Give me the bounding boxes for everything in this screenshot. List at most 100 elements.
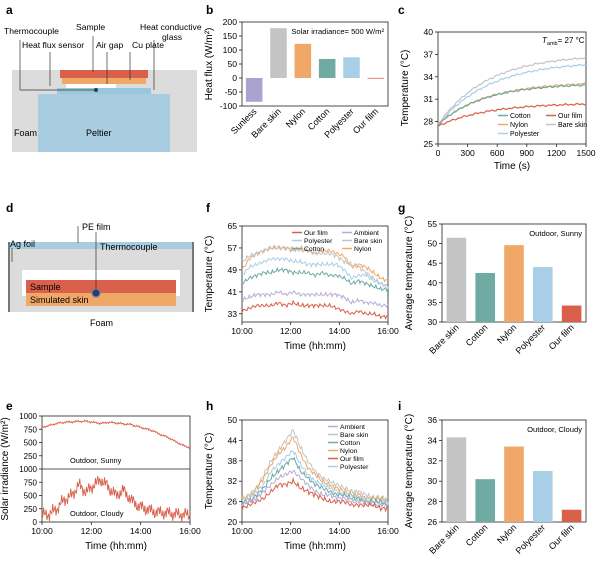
label-thermocouple-d: Thermocouple <box>100 242 158 252</box>
legend-label: Polyester <box>304 238 333 245</box>
y-tick-label: -50 <box>225 87 238 97</box>
plot-frame <box>241 225 389 323</box>
plot-frame <box>241 419 389 523</box>
legend-label: Nylon <box>354 246 372 253</box>
label-pe-film: PE film <box>82 222 111 232</box>
y-tick-label: 500 <box>24 439 38 448</box>
legend-label: Nylon <box>340 448 358 455</box>
bar-polyester <box>533 267 553 322</box>
bar-our-film <box>561 305 582 322</box>
y-tick-label: 0 <box>232 73 237 83</box>
y-tick-label: 34 <box>423 72 433 82</box>
bar-nylon <box>504 245 524 322</box>
bar-sunless <box>245 78 263 102</box>
y-tick-label: 750 <box>24 425 38 434</box>
y-tick-label: 33 <box>227 309 237 319</box>
label-foam-a: Foam <box>14 128 37 138</box>
sunny-label: Outdoor, Sunny <box>70 456 122 465</box>
y-tick-label: 65 <box>227 221 237 231</box>
x-tick-label: 900 <box>520 148 535 158</box>
label-ag-foil: Ag foil <box>10 239 35 249</box>
x-tick-label: 14:00 <box>130 526 152 536</box>
x-tick-label: 16:00 <box>377 326 399 336</box>
y-tick-label: 30 <box>427 317 437 327</box>
y-tick-label: 0 <box>33 518 38 527</box>
series-line-polyester <box>241 256 389 289</box>
y-tick-label: 200 <box>223 17 238 27</box>
y-tick-label: 45 <box>427 258 437 268</box>
bar-bare-skin <box>446 437 467 522</box>
y-axis-label-c: Temperature (°C) <box>400 50 411 127</box>
series-line-our-film <box>437 102 587 127</box>
y-tick-label: 26 <box>227 497 237 507</box>
y-tick-label: 1000 <box>19 412 37 421</box>
label-heat-conductive: Heat conductive <box>140 22 202 32</box>
x-category-label: Nylon <box>495 322 518 345</box>
x-category-label: Our film <box>547 522 576 551</box>
legend-label: Ambient <box>340 424 365 431</box>
bar-nylon <box>504 446 524 522</box>
y-tick-label: 50 <box>227 415 237 425</box>
x-category-label: Nylon <box>284 106 307 129</box>
y-tick-label: 50 <box>227 59 237 69</box>
y-tick-label: 28 <box>427 497 437 507</box>
chart-g: g 30 35 40 45 50 55 Average temperature (°C) Bar… <box>398 201 587 356</box>
y-tick-label: 250 <box>24 505 38 514</box>
y-tick-label: 28 <box>423 117 433 127</box>
label-simulated-skin: Simulated skin <box>30 295 89 305</box>
x-category-label: Cotton <box>464 322 490 348</box>
y-tick-label: 40 <box>427 278 437 288</box>
plot-frame <box>437 31 587 145</box>
bar-nylon <box>294 43 312 78</box>
series-line-nylon <box>241 436 389 504</box>
y-tick-label: 49 <box>227 265 237 275</box>
legend-label: Ambient <box>354 230 379 237</box>
series-line-our-film <box>241 299 389 320</box>
panel-letter-b: b <box>206 3 213 17</box>
x-category-label: Bare skin <box>427 522 461 556</box>
x-tick-label: 0 <box>436 148 441 158</box>
y-axis-label-f: Temperature (°C) <box>204 236 215 313</box>
y-axis-label-b: Heat flux (W/m²) <box>204 28 215 101</box>
x-category-label: Nylon <box>495 522 518 545</box>
y-tick-label: 150 <box>223 31 238 41</box>
bar-cotton <box>475 479 495 522</box>
sample-layer <box>60 70 148 78</box>
x-tick-label: 12:00 <box>280 326 302 336</box>
legend-label: Cotton <box>340 440 360 447</box>
bar-polyester <box>533 471 553 522</box>
label-sample: Sample <box>76 22 105 32</box>
y-tick-label: 50 <box>427 239 437 249</box>
y-tick-label: 31 <box>423 94 433 104</box>
y-axis-label-e: Solar irradiance (W/m²) <box>0 417 11 520</box>
pe-film-layer <box>8 242 194 249</box>
label-heat-flux-sensor: Heat flux sensor <box>22 40 84 50</box>
y-tick-label: 500 <box>24 492 38 501</box>
panel-d: d PE film Ag foil Thermocouple Sample Si… <box>6 201 194 328</box>
x-tick-label: 12:00 <box>81 526 103 536</box>
x-axis-label-h: Time (hh:mm) <box>284 541 346 552</box>
label-peltier: Peltier <box>86 128 112 138</box>
y-tick-label: -100 <box>220 101 237 111</box>
y-tick-label: 25 <box>423 139 433 149</box>
cloudy-irradiance-line <box>41 475 191 522</box>
label-foam-d: Foam <box>90 318 113 328</box>
label-glass: glass <box>162 32 182 42</box>
x-tick-label: 16:00 <box>179 526 201 536</box>
thermocouple-probe <box>91 288 101 298</box>
x-category-label: Bare skin <box>427 322 461 356</box>
legend-label: Polyester <box>510 131 540 138</box>
y-tick-label: 20 <box>227 517 237 527</box>
x-tick-label: 14:00 <box>329 326 351 336</box>
y-tick-label: 32 <box>427 456 437 466</box>
label-cu-plate: Cu plate <box>132 40 164 50</box>
x-category-label: Polyester <box>514 522 548 556</box>
annotation-t-amb: Tamb= 27 °C <box>542 36 585 47</box>
y-axis-label-g: Average temperature (°C) <box>404 216 415 330</box>
legend-label: Polyester <box>340 464 369 471</box>
air-gap <box>66 84 116 88</box>
legend-label: Our film <box>340 456 364 463</box>
chart-i: i 26 28 30 32 34 36 Average temperature (°C) Bar… <box>398 399 587 556</box>
x-category-label: Our film <box>351 106 380 135</box>
bar-our-film <box>561 509 582 522</box>
